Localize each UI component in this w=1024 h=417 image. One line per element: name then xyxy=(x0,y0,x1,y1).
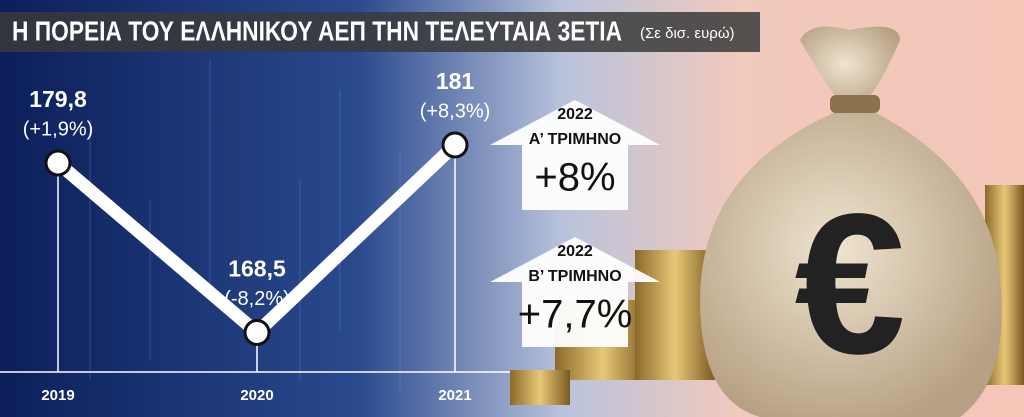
svg-text:€: € xyxy=(794,173,905,396)
change-label: (-8,2%) xyxy=(224,288,290,310)
x-tick-label: 2019 xyxy=(41,387,74,404)
callout-value: +8% xyxy=(534,156,615,200)
value-label: 179,8 xyxy=(29,86,87,112)
money-bag: € xyxy=(700,26,1002,417)
callout-arrow xyxy=(490,100,660,210)
chart-subtitle: (Σε δισ. ευρώ) xyxy=(640,25,735,42)
x-tick-label: 2020 xyxy=(240,387,273,404)
x-tick-label: 2021 xyxy=(438,387,471,404)
callout-label: Β’ ΤΡΙΜΗΝΟ xyxy=(528,268,621,285)
point xyxy=(243,319,271,346)
callout-arrow xyxy=(490,237,660,347)
value-label: 168,5 xyxy=(228,256,286,282)
point xyxy=(44,149,72,177)
change-label: (+1,9%) xyxy=(23,118,94,140)
chart-title: Η ΠΟΡΕΙΑ ΤΟΥ ΕΛΛΗΝΙΚΟΥ ΑΕΠ ΤΗΝ ΤΕΛΕΥΤΑΙΑ… xyxy=(12,15,622,46)
value-label: 181 xyxy=(436,68,475,94)
title-bar xyxy=(0,12,760,52)
callout-year: 2022 xyxy=(557,106,593,123)
change-label: (+8,3%) xyxy=(420,100,491,122)
callout-value: +7,7% xyxy=(518,293,633,337)
point xyxy=(441,131,469,159)
callout-label: Α’ ΤΡΙΜΗΝΟ xyxy=(529,131,621,148)
background-bars xyxy=(89,60,521,390)
callout-year: 2022 xyxy=(557,243,593,260)
